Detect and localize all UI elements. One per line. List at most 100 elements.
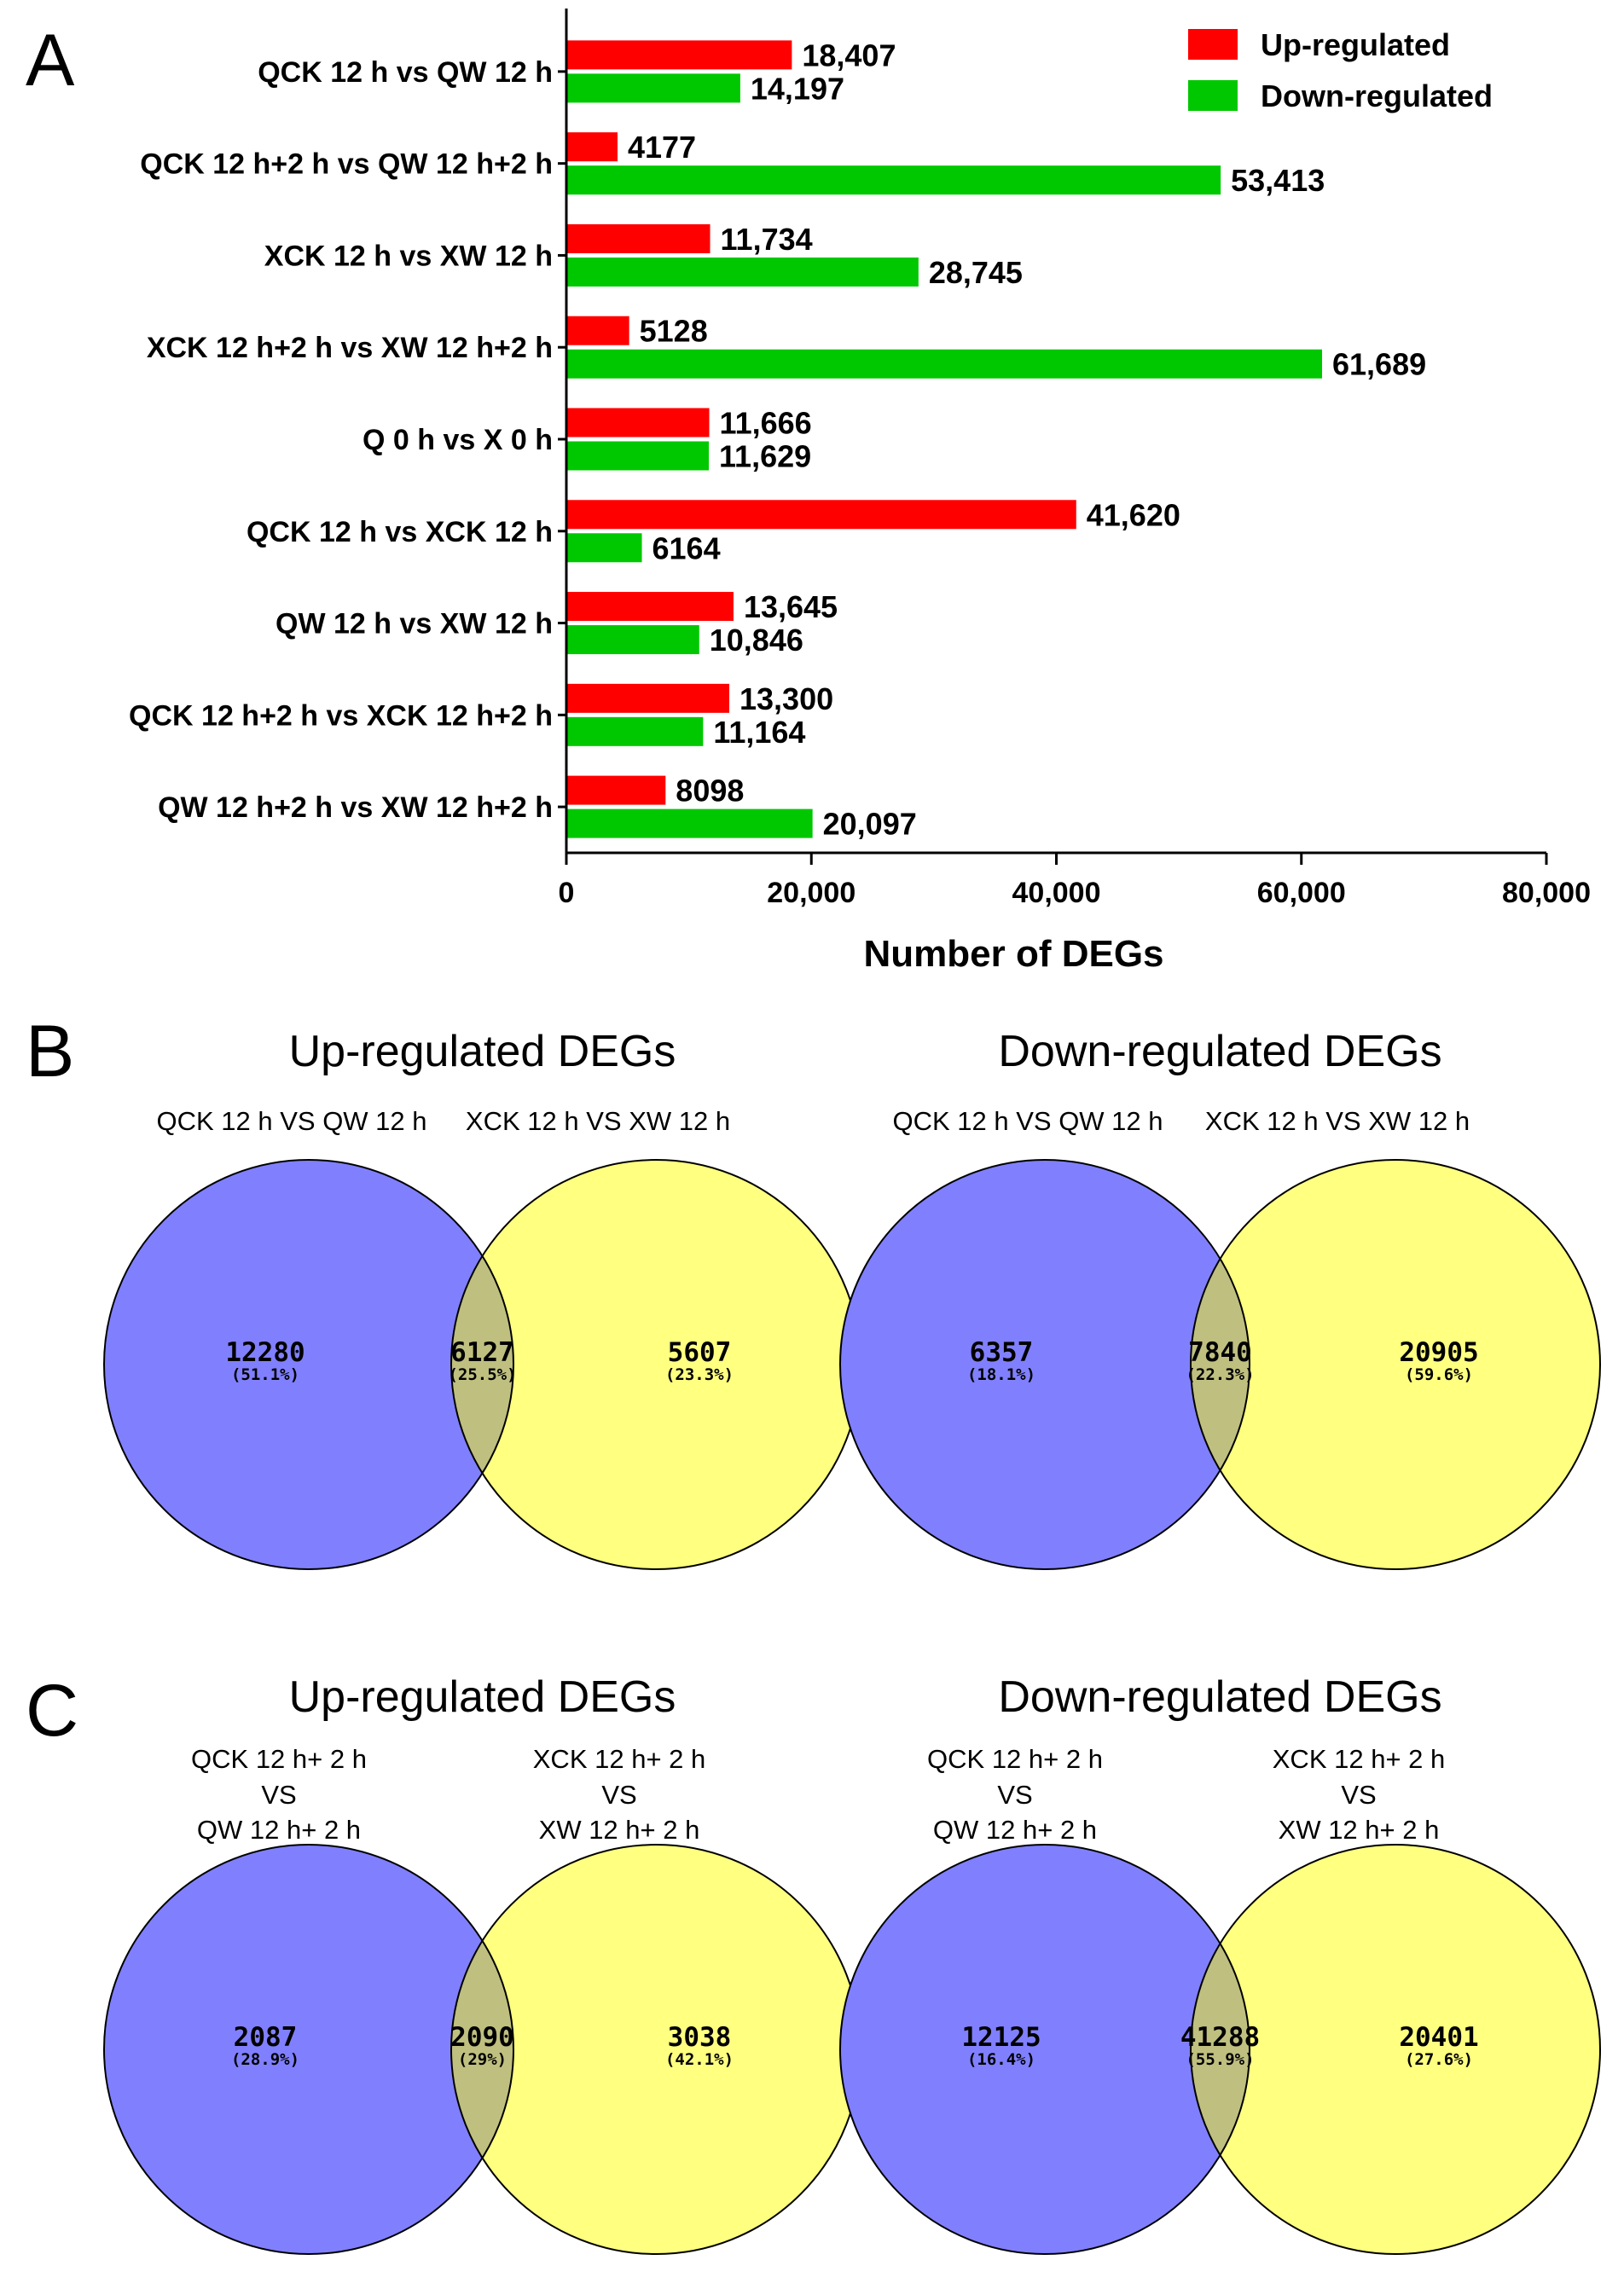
set-label: QCK 12 h+ 2 h bbox=[927, 1744, 1103, 1774]
venn-region-overlap-count: 7840 bbox=[1188, 1337, 1252, 1368]
venn-overlap bbox=[451, 1255, 513, 1474]
bar-value-label: 53,413 bbox=[1231, 163, 1325, 198]
venn-region-overlap-percent: (25.5%) bbox=[448, 1365, 516, 1384]
category-label: XCK 12 h vs XW 12 h bbox=[264, 240, 553, 272]
bar-value-label: 5128 bbox=[640, 314, 708, 349]
venn-region-right-count: 5607 bbox=[668, 1337, 732, 1368]
up-regulated-bar bbox=[566, 592, 734, 622]
venn-region-overlap-percent: (22.3%) bbox=[1186, 1365, 1254, 1384]
set-label: QCK 12 h VS QW 12 h bbox=[156, 1106, 426, 1136]
venn-title: Up-regulated DEGs bbox=[289, 1672, 676, 1722]
venn-overlap bbox=[1191, 1259, 1250, 1470]
down-regulated-bar bbox=[566, 625, 699, 655]
down-regulated-bar bbox=[566, 716, 704, 746]
venn-title: Down-regulated DEGs bbox=[998, 1027, 1441, 1076]
x-tick-label: 60,000 bbox=[1257, 877, 1346, 909]
category-label: QW 12 h+2 h vs XW 12 h+2 h bbox=[158, 791, 553, 824]
up-regulated-bar bbox=[566, 683, 730, 713]
set-label: QW 12 h+ 2 h bbox=[197, 1815, 361, 1845]
venn-circle-right bbox=[451, 1160, 861, 1569]
venn-diagrams: Up-regulated DEGs QCK 12 h VS QW 12 h XCK … bbox=[103, 1027, 1601, 2255]
panel-letter-a: A bbox=[26, 20, 75, 101]
venn-circle-left bbox=[104, 1845, 513, 2254]
venn-region-right-count: 20905 bbox=[1399, 1337, 1478, 1368]
venn-region-overlap-count: 2090 bbox=[450, 2022, 514, 2053]
set-label: XW 12 h+ 2 h bbox=[1279, 1815, 1440, 1845]
set-label: VS bbox=[1341, 1780, 1376, 1810]
category-label: QCK 12 h+2 h vs QW 12 h+2 h bbox=[140, 148, 553, 181]
bar-value-label: 28,745 bbox=[929, 255, 1023, 290]
legend-label-down: Down-regulated bbox=[1261, 78, 1493, 113]
category-label: XCK 12 h+2 h vs XW 12 h+2 h bbox=[147, 332, 553, 364]
venn-outline-left bbox=[839, 1844, 1250, 2255]
bar-value-label: 18,407 bbox=[802, 38, 896, 72]
category-label: QCK 12 h+2 h vs XCK 12 h+2 h bbox=[129, 699, 553, 732]
venn-region-overlap-percent: (55.9%) bbox=[1186, 2050, 1254, 2069]
venn-region-right-count: 3038 bbox=[668, 2022, 732, 2053]
venn-region-overlap-percent: (29%) bbox=[458, 2050, 507, 2069]
venn-diagram: Up-regulated DEGs QCK 12 h VS QW 12 h XCK … bbox=[103, 1027, 861, 1570]
venn-circle-left bbox=[104, 1160, 513, 1569]
bar-value-label: 8098 bbox=[676, 774, 744, 808]
legend-label-up: Up-regulated bbox=[1261, 27, 1450, 62]
venn-region-right-percent: (23.3%) bbox=[665, 1365, 734, 1384]
venn-outline-right bbox=[1190, 1159, 1601, 1570]
up-regulated-bar bbox=[566, 775, 666, 805]
set-label: VS bbox=[601, 1780, 636, 1810]
venn-circle-right bbox=[1191, 1160, 1600, 1569]
bar-value-label: 10,846 bbox=[710, 623, 803, 658]
venn-region-left-percent: (28.9%) bbox=[231, 2050, 299, 2069]
venn-circle-left bbox=[840, 1160, 1250, 1569]
set-label: XCK 12 h+ 2 h bbox=[1273, 1744, 1446, 1774]
venn-overlap bbox=[1191, 1944, 1250, 2155]
down-regulated-bar bbox=[566, 808, 813, 838]
venn-outline-left bbox=[103, 1159, 514, 1570]
bar-value-label: 11,629 bbox=[719, 439, 811, 474]
category-label: QW 12 h vs XW 12 h bbox=[276, 608, 553, 640]
venn-diagram: Up-regulated DEGs QCK 12 h+ 2 h VS QW 12 h+… bbox=[103, 1672, 861, 2255]
bar-value-label: 13,300 bbox=[740, 681, 833, 716]
venn-region-left-percent: (18.1%) bbox=[967, 1365, 1035, 1384]
set-label: QCK 12 h VS QW 12 h bbox=[892, 1106, 1163, 1136]
venn-overlap bbox=[450, 1940, 514, 2159]
venn-region-left-count: 12125 bbox=[961, 2022, 1041, 2053]
venn-region-left-percent: (51.1%) bbox=[231, 1365, 299, 1384]
x-axis-title: Number of DEGs bbox=[863, 933, 1163, 975]
venn-diagram: Down-regulated DEGs QCK 12 h VS QW 12 h XC… bbox=[839, 1027, 1601, 1570]
venn-circle-left bbox=[840, 1845, 1250, 2254]
bar-value-label: 11,734 bbox=[721, 222, 813, 257]
down-regulated-bar bbox=[566, 533, 642, 563]
legend-swatch-down bbox=[1188, 80, 1238, 111]
venn-region-left-count: 6357 bbox=[970, 1337, 1034, 1368]
panel-letter-c: C bbox=[26, 1670, 78, 1752]
bar-value-label: 13,645 bbox=[744, 589, 838, 624]
venn-region-right-percent: (59.6%) bbox=[1405, 1365, 1473, 1384]
up-regulated-bar bbox=[566, 500, 1076, 530]
set-label: QW 12 h+ 2 h bbox=[933, 1815, 1097, 1845]
category-label: QCK 12 h vs QW 12 h bbox=[258, 56, 553, 89]
venn-outline-left bbox=[839, 1159, 1250, 1570]
category-label: QCK 12 h vs XCK 12 h bbox=[246, 516, 553, 548]
up-regulated-bar bbox=[566, 40, 792, 70]
bar-value-label: 11,164 bbox=[713, 715, 805, 750]
panel-letter-b: B bbox=[26, 1011, 74, 1092]
up-regulated-bar bbox=[566, 316, 629, 345]
set-label: XW 12 h+ 2 h bbox=[539, 1815, 700, 1845]
up-regulated-bar bbox=[566, 223, 710, 253]
set-label: VS bbox=[997, 1780, 1032, 1810]
set-label: VS bbox=[261, 1780, 296, 1810]
venn-title: Up-regulated DEGs bbox=[289, 1027, 676, 1076]
bar-value-label: 6164 bbox=[652, 530, 721, 565]
bar-value-label: 20,097 bbox=[823, 807, 917, 842]
venn-diagram: Down-regulated DEGs QCK 12 h+ 2 h VS QW 12 … bbox=[839, 1672, 1601, 2255]
bar-value-label: 4177 bbox=[628, 130, 696, 165]
set-label: QCK 12 h+ 2 h bbox=[191, 1744, 367, 1774]
category-label: Q 0 h vs X 0 h bbox=[362, 424, 553, 456]
venn-region-overlap-count: 41288 bbox=[1180, 2022, 1260, 2053]
down-regulated-bar bbox=[566, 165, 1221, 195]
up-regulated-bar bbox=[566, 408, 710, 438]
venn-circle-right bbox=[1191, 1845, 1600, 2254]
x-tick-label: 80,000 bbox=[1502, 877, 1591, 909]
